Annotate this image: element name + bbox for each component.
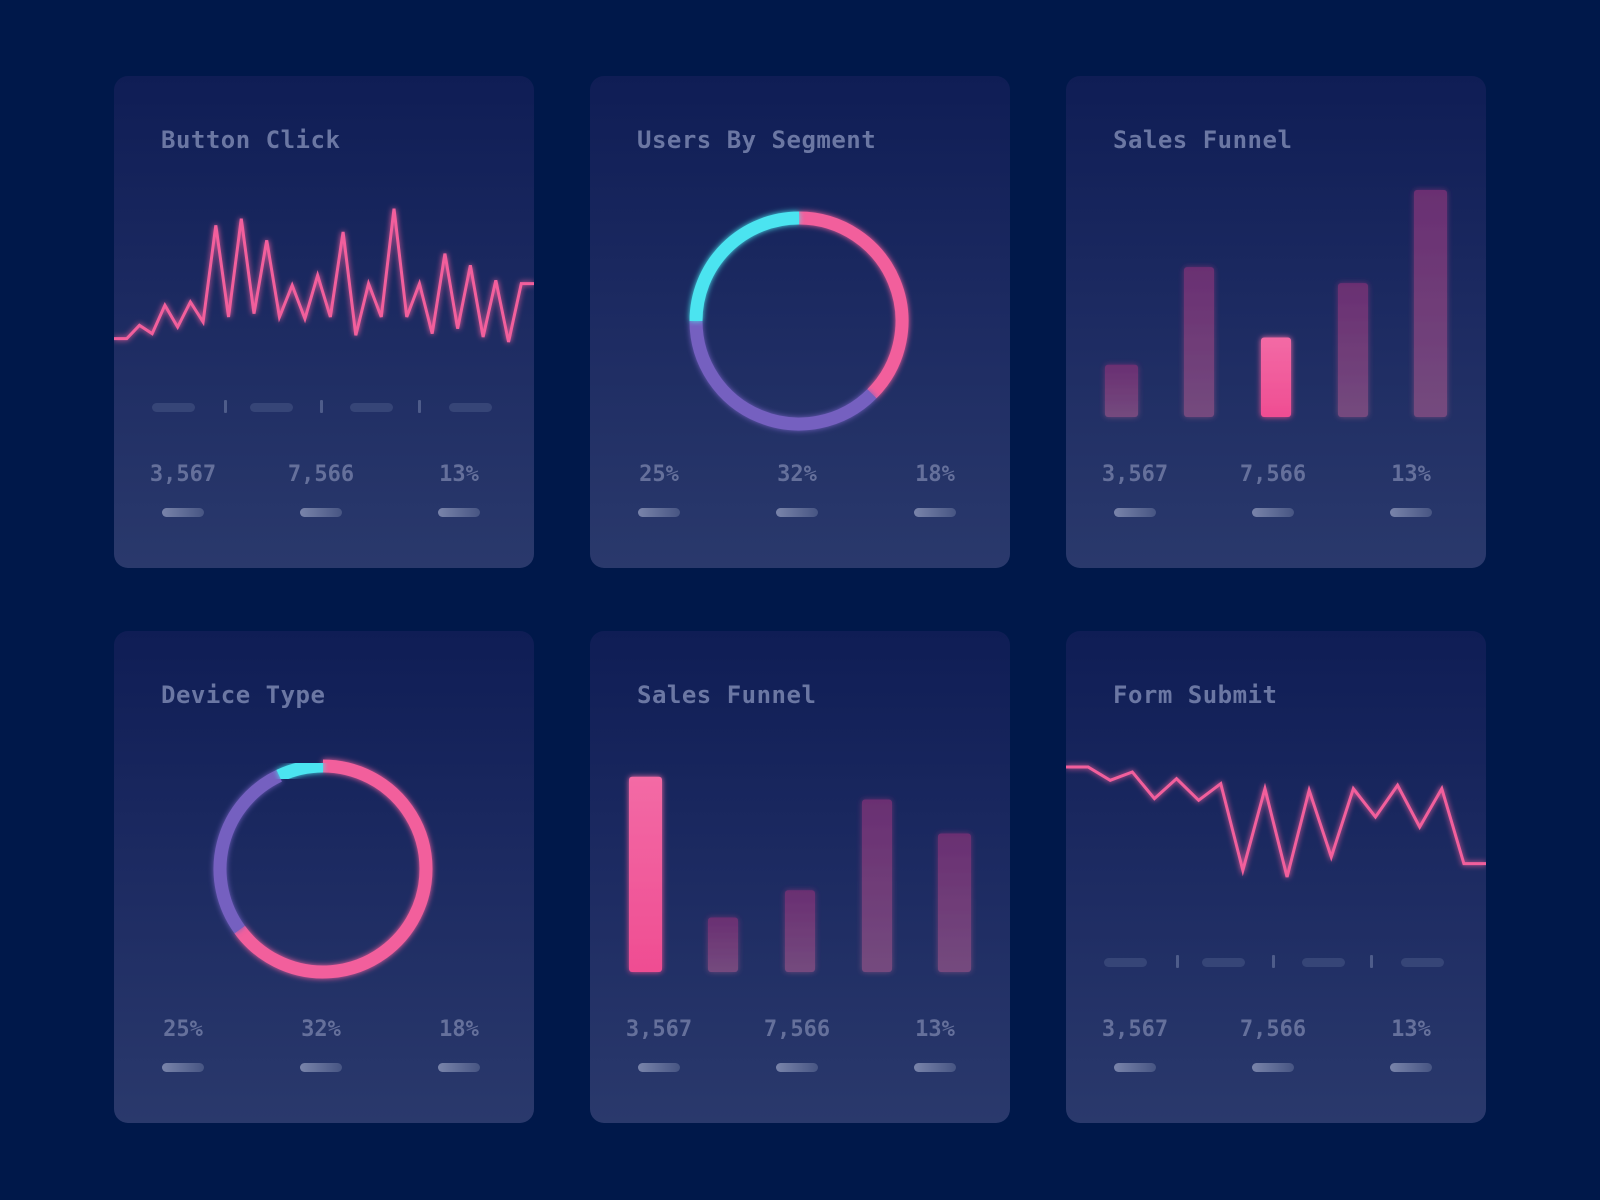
axis-label-placeholder [1302,958,1345,967]
stat-value: 13% [1391,462,1431,487]
stat-label-placeholder [1390,1063,1432,1072]
card-title: Button Click [161,126,341,154]
stat-label-placeholder [914,508,956,517]
stat-value: 13% [1391,1017,1431,1042]
bar [1261,337,1291,417]
stat-label-placeholder [1252,1063,1294,1072]
line-series [114,208,534,343]
chart [213,759,433,979]
stat-value: 32% [777,462,817,487]
donut-slice [276,759,324,782]
card-title: Users By Segment [637,126,877,154]
chart [629,776,971,972]
axis-label-placeholder [350,403,393,412]
stat-label-placeholder [1390,508,1432,517]
bar [862,799,892,972]
stat-value: 13% [915,1017,955,1042]
stat-value: 25% [163,1017,203,1042]
axis-tick [1272,955,1275,968]
axis-tick [224,400,227,413]
line-series [1066,765,1486,878]
stat-label-placeholder [162,1063,204,1072]
bar [708,917,738,972]
axis-tick [1370,955,1373,968]
stat-value: 7,566 [1239,1017,1307,1042]
stat-value: 25% [639,462,679,487]
donut-slice [234,759,433,979]
axis-label-placeholder [1401,958,1444,967]
stat-value: 3,567 [1101,1017,1169,1042]
axis-tick [320,400,323,413]
stat-label-placeholder [776,1063,818,1072]
bar [1105,364,1138,417]
card-title: Form Submit [1113,681,1278,709]
stat-value: 3,567 [625,1017,693,1042]
donut-slice [689,320,877,431]
device-type-card: Device Type 25% 32% 18% [114,631,534,1123]
users-by-segment-card: Users By Segment 25% 32% 18% [590,76,1010,568]
chart [689,211,909,431]
sales-funnel-card-2: Sales Funnel 3,567 7,566 13% [590,631,1010,1123]
stat-value: 3,567 [1101,462,1169,487]
stat-value: 7,566 [287,462,355,487]
chart [1066,765,1486,878]
stat-label-placeholder [300,508,342,517]
donut-slice [798,211,909,399]
chart [114,208,534,343]
chart [1105,190,1447,417]
stat-value: 7,566 [763,1017,831,1042]
bar [938,833,971,972]
sales-funnel-card: Sales Funnel 3,567 7,566 13% [1066,76,1486,568]
axis-tick [1176,955,1179,968]
card-title: Device Type [161,681,326,709]
stat-label-placeholder [438,1063,480,1072]
axis-label-placeholder [449,403,492,412]
stat-label-placeholder [300,1063,342,1072]
button-click-card: Button Click 3,567 7,566 13% [114,76,534,568]
stat-value: 13% [439,462,479,487]
stat-label-placeholder [438,508,480,517]
stat-value: 32% [301,1017,341,1042]
stat-label-placeholder [638,1063,680,1072]
stat-label-placeholder [1114,1063,1156,1072]
stat-label-placeholder [1252,508,1294,517]
stat-value: 3,567 [149,462,217,487]
axis-label-placeholder [250,403,293,412]
donut-slice [689,211,800,322]
bar [1414,190,1447,417]
stat-label-placeholder [162,508,204,517]
axis-label-placeholder [152,403,195,412]
axis-label-placeholder [1202,958,1245,967]
axis-tick [418,400,421,413]
bar [629,776,662,972]
bar [785,890,815,972]
donut-slice [213,769,282,934]
stat-label-placeholder [776,508,818,517]
stat-value: 18% [439,1017,479,1042]
stat-value: 7,566 [1239,462,1307,487]
bar [1338,283,1368,417]
form-submit-card: Form Submit 3,567 7,566 13% [1066,631,1486,1123]
card-title: Sales Funnel [637,681,817,709]
stat-label-placeholder [1114,508,1156,517]
stat-label-placeholder [638,508,680,517]
stat-label-placeholder [914,1063,956,1072]
card-title: Sales Funnel [1113,126,1293,154]
axis-label-placeholder [1104,958,1147,967]
bar [1184,267,1214,417]
stat-value: 18% [915,462,955,487]
